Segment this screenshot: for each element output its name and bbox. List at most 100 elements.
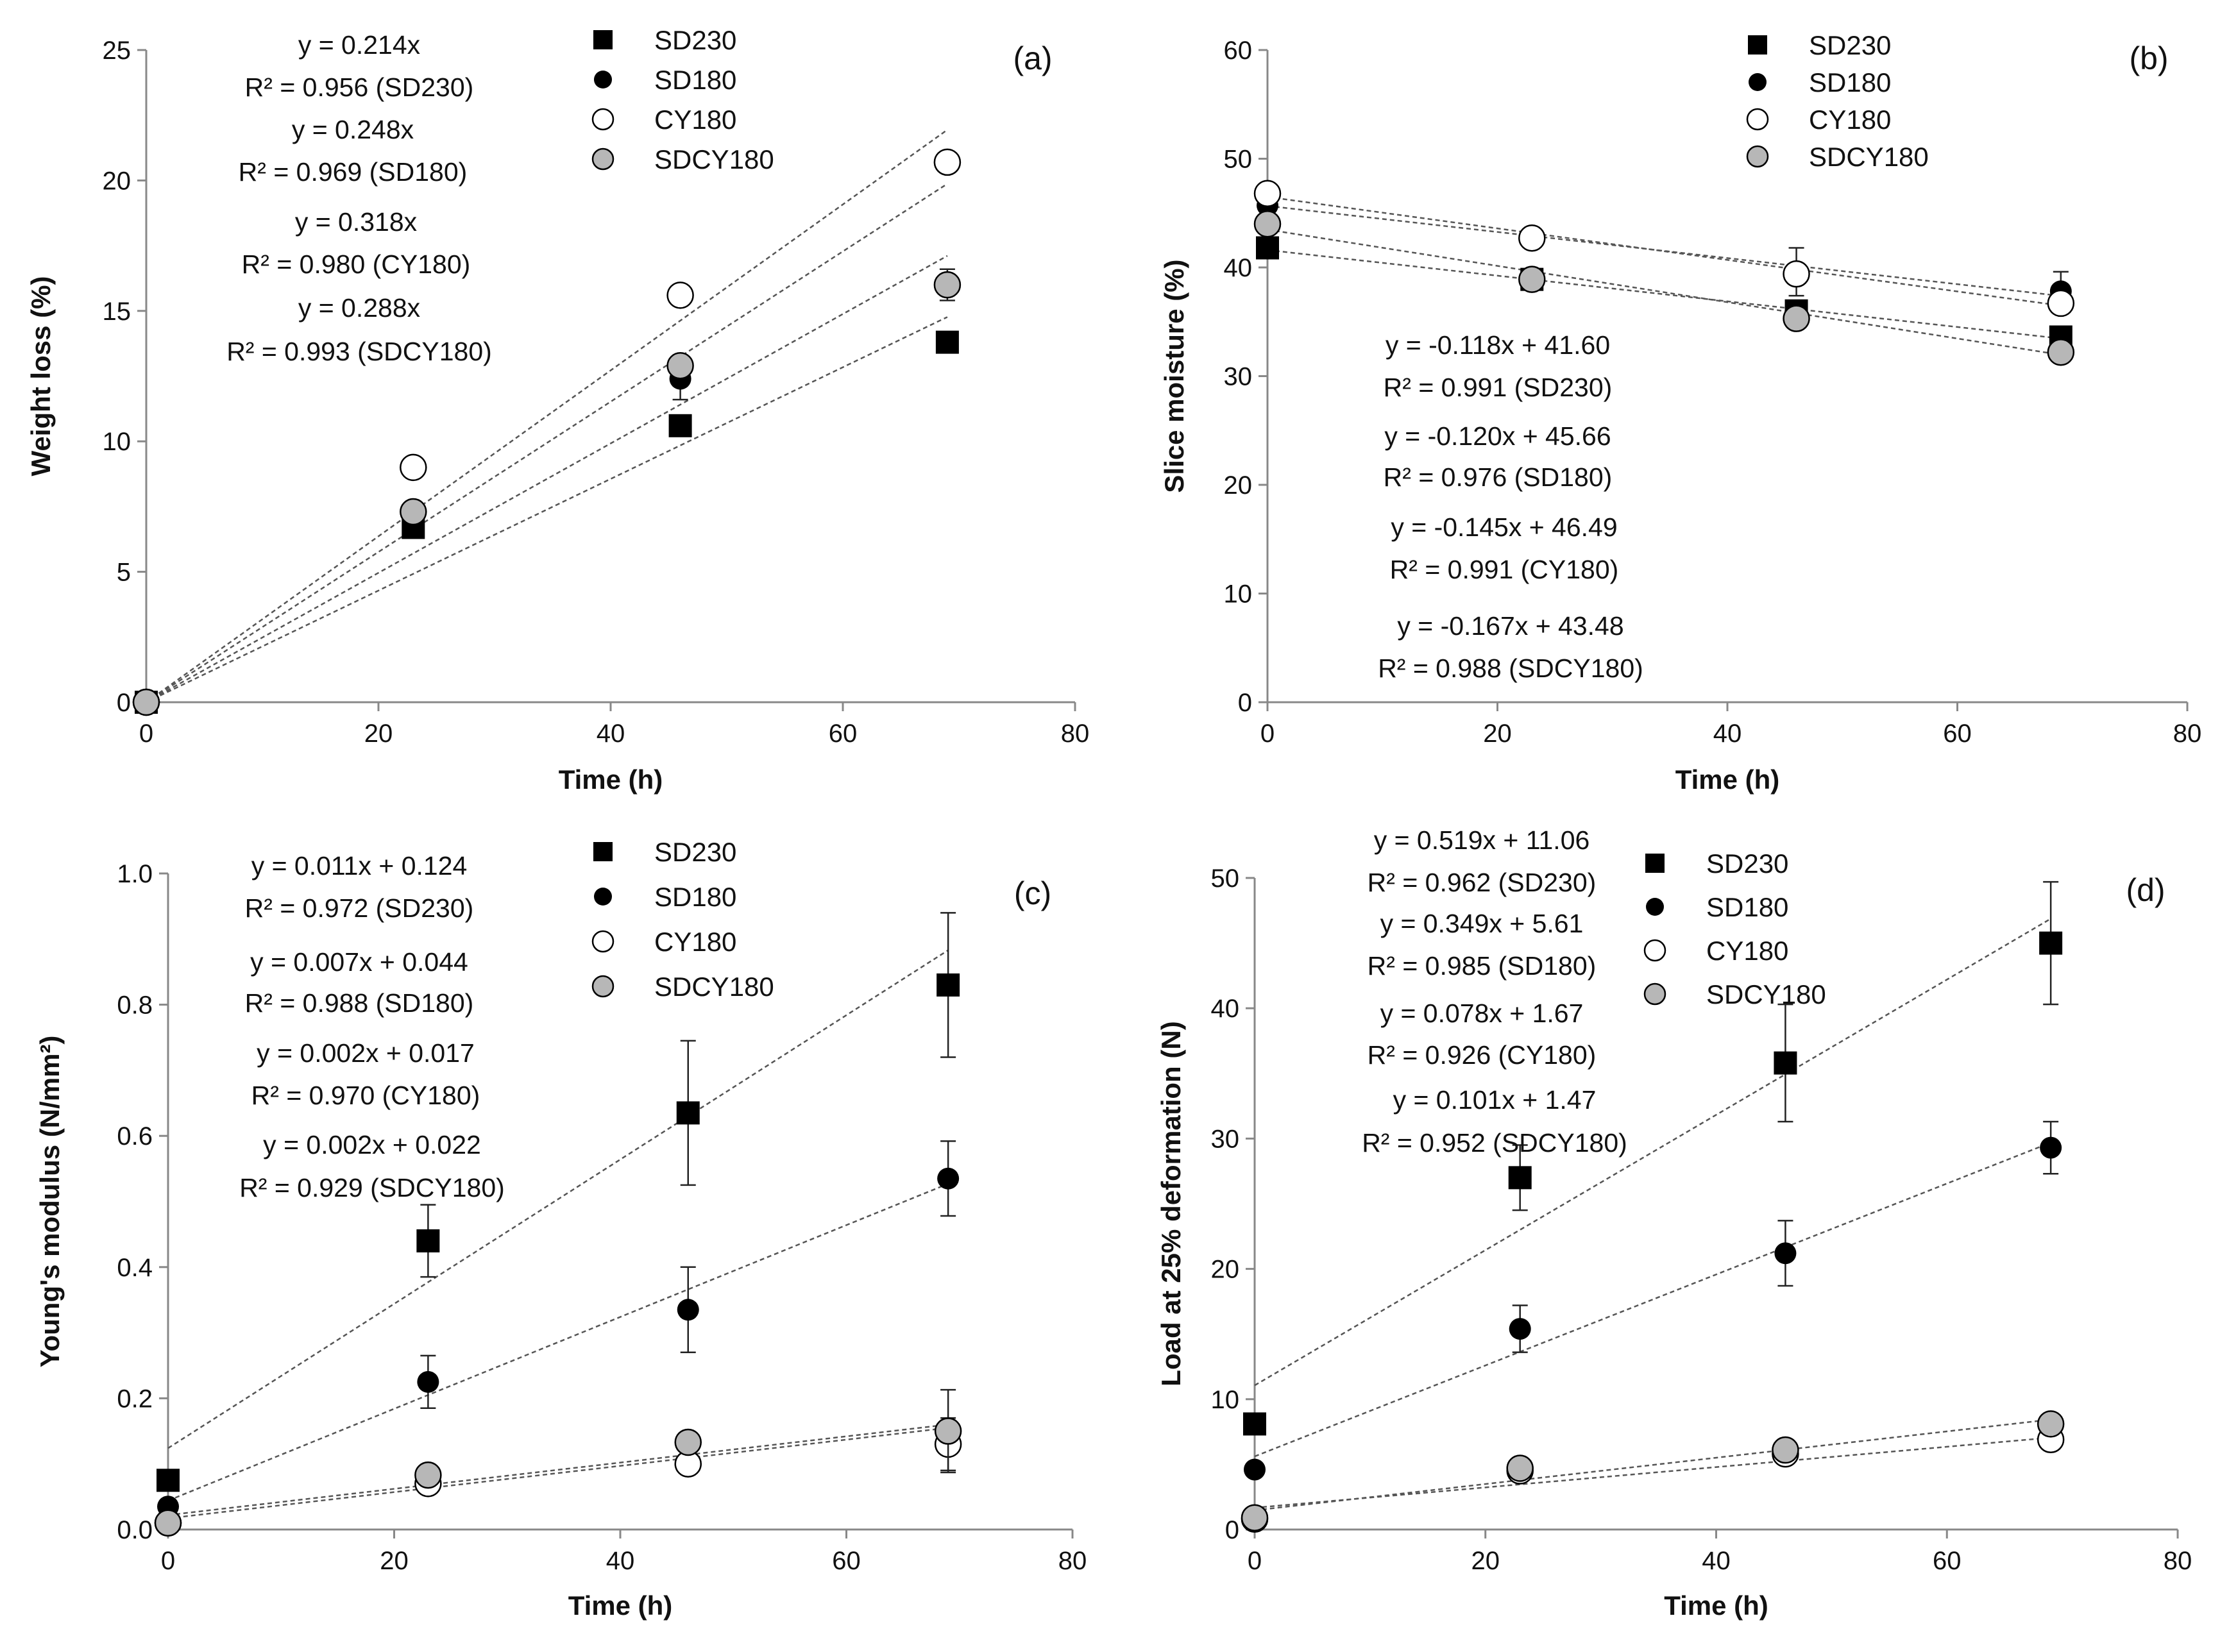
y-axis-label: Slice moisture (%) xyxy=(1159,259,1189,493)
legend-label: CY180 xyxy=(1809,105,1891,135)
data-point-sd180 xyxy=(1244,1458,1266,1481)
fit-r-squared: R² = 0.993 (SDCY180) xyxy=(226,337,492,366)
x-tick-label: 80 xyxy=(1061,720,1090,748)
y-tick-label: 10 xyxy=(1211,1386,1240,1414)
legend-label: SD180 xyxy=(654,882,736,912)
fit-r-squared: R² = 0.952 (SDCY180) xyxy=(1362,1128,1627,1158)
fit-equation: y = 0.248x xyxy=(292,115,414,144)
series-cy180 xyxy=(1253,180,2075,317)
legend-label: CY180 xyxy=(654,927,736,957)
data-point-cy180 xyxy=(933,148,962,176)
y-tick-label: 20 xyxy=(103,167,131,195)
data-point-sd230 xyxy=(416,1229,440,1252)
legend-label: SDCY180 xyxy=(1809,142,1929,172)
legend-marker-sd230 xyxy=(1645,854,1665,873)
x-axis-label: Time (h) xyxy=(1675,764,1780,795)
data-point-sd230 xyxy=(937,973,960,997)
x-axis-label: Time (h) xyxy=(559,764,663,795)
y-tick-label: 10 xyxy=(103,428,131,456)
data-point-cy180 xyxy=(1253,180,1282,207)
fit-r-squared: R² = 0.991 (CY180) xyxy=(1390,555,1619,584)
y-tick-label: 0 xyxy=(117,689,131,717)
y-tick-label: 60 xyxy=(1224,37,1253,65)
fit-r-squared: R² = 0.976 (SD180) xyxy=(1384,462,1613,492)
trendline-cy180 xyxy=(146,129,948,704)
series-sd230 xyxy=(157,912,960,1492)
data-point-sd230 xyxy=(668,414,692,437)
y-tick-label: 25 xyxy=(103,37,131,65)
y-tick-label: 15 xyxy=(103,298,131,326)
y-tick-label: 1.0 xyxy=(117,860,153,888)
chart-panel-d: 0 10 20 30 40 50 0 20 40 60 80 Time (h) Load at 25% … xyxy=(1156,825,2192,1621)
trendline-cy180 xyxy=(167,1427,949,1519)
data-point-sd180 xyxy=(937,1167,960,1190)
y-tick-label: 0 xyxy=(1238,689,1252,717)
fit-equation: y = 0.318x xyxy=(295,207,418,237)
x-tick-label: 20 xyxy=(1483,720,1512,748)
y-tick-label: 20 xyxy=(1211,1256,1240,1284)
data-point-sd230 xyxy=(676,1101,700,1125)
legend-label: SD180 xyxy=(1706,892,1788,922)
legend-label: CY180 xyxy=(1706,936,1788,966)
y-tick-label: 30 xyxy=(1211,1125,1240,1153)
x-tick-label: 20 xyxy=(364,720,393,748)
fit-r-squared: R² = 0.929 (SDCY180) xyxy=(239,1173,505,1202)
trendline-sdcy180 xyxy=(146,183,948,704)
x-tick-label: 0 xyxy=(139,720,153,748)
data-point-cy180 xyxy=(400,453,427,482)
fit-equation: y = 0.078x + 1.67 xyxy=(1380,999,1584,1028)
data-point-sd180 xyxy=(1774,1242,1797,1265)
legend-label: CY180 xyxy=(654,105,736,135)
data-point-sd230 xyxy=(935,330,959,354)
series-sd230 xyxy=(1243,881,2063,1436)
legend-label: SD230 xyxy=(654,25,736,55)
data-point-sd180 xyxy=(2040,1136,2062,1159)
y-tick-label: 0.8 xyxy=(117,991,153,1020)
legend-label: SD230 xyxy=(654,837,736,867)
data-point-cy180 xyxy=(1518,224,1546,252)
legend-label: SD180 xyxy=(1809,67,1891,97)
data-point-sdcy180 xyxy=(414,1461,442,1489)
fit-equation: y = 0.002x + 0.017 xyxy=(257,1038,475,1068)
series-sdcy180 xyxy=(132,271,962,716)
x-tick-label: 40 xyxy=(1702,1547,1731,1575)
legend-marker-sd230 xyxy=(593,30,613,49)
legend-marker-cy180 xyxy=(1643,939,1666,962)
fit-equation: y = 0.007x + 0.044 xyxy=(250,947,468,977)
data-point-sd230 xyxy=(1508,1166,1532,1190)
trendline-sd230 xyxy=(167,949,949,1449)
fit-equation: y = -0.120x + 45.66 xyxy=(1384,421,1611,451)
trendline-cy180 xyxy=(1267,196,2061,307)
fit-r-squared: R² = 0.956 (SD230) xyxy=(245,72,474,102)
trendline-sdcy180 xyxy=(1267,228,2062,356)
x-axis-label: Time (h) xyxy=(1664,1590,1768,1621)
x-tick-label: 0 xyxy=(1248,1547,1262,1575)
y-tick-label: 10 xyxy=(1224,580,1253,609)
y-tick-label: 0.6 xyxy=(117,1122,153,1150)
fit-equation: y = -0.145x + 46.49 xyxy=(1391,512,1617,542)
data-point-sd180 xyxy=(1509,1318,1531,1340)
chart-panel-b: 0 10 20 30 40 50 60 0 20 40 60 80 Time (h) Slice mois… xyxy=(1159,30,2201,795)
legend-marker-sd230 xyxy=(593,842,613,861)
chart-panel-a: 0 5 10 15 20 25 0 20 40 60 80 Time (h) Weight loss (… xyxy=(26,25,1089,795)
trendline-sd180 xyxy=(167,1183,949,1502)
fit-r-squared: R² = 0.988 (SD180) xyxy=(245,988,474,1018)
legend-marker-cy180 xyxy=(1746,108,1769,131)
fit-equation: y = 0.101x + 1.47 xyxy=(1393,1085,1597,1115)
legend-label: SD230 xyxy=(1809,30,1891,60)
legend-marker-sdcy180 xyxy=(1643,982,1666,1006)
legend-label: SDCY180 xyxy=(654,144,774,174)
chart-panel-c: 0.0 0.2 0.4 0.6 0.8 1.0 0 20 40 60 80 Time (h) Young… xyxy=(35,837,1087,1621)
trendline-sd230 xyxy=(146,316,948,704)
legend-marker-sdcy180 xyxy=(1746,145,1769,168)
series-sdcy180 xyxy=(1253,210,2075,366)
y-axis-label: Weight loss (%) xyxy=(26,276,56,476)
data-point-cy180 xyxy=(1783,260,1810,288)
legend-marker-cy180 xyxy=(591,108,614,131)
y-tick-label: 40 xyxy=(1224,254,1253,282)
legend-marker-sd230 xyxy=(1748,35,1767,55)
legend-marker-sd180 xyxy=(594,71,612,88)
data-point-sdcy180 xyxy=(2047,338,2075,366)
x-tick-label: 80 xyxy=(2164,1547,2192,1575)
fit-r-squared: R² = 0.985 (SD180) xyxy=(1368,951,1597,981)
